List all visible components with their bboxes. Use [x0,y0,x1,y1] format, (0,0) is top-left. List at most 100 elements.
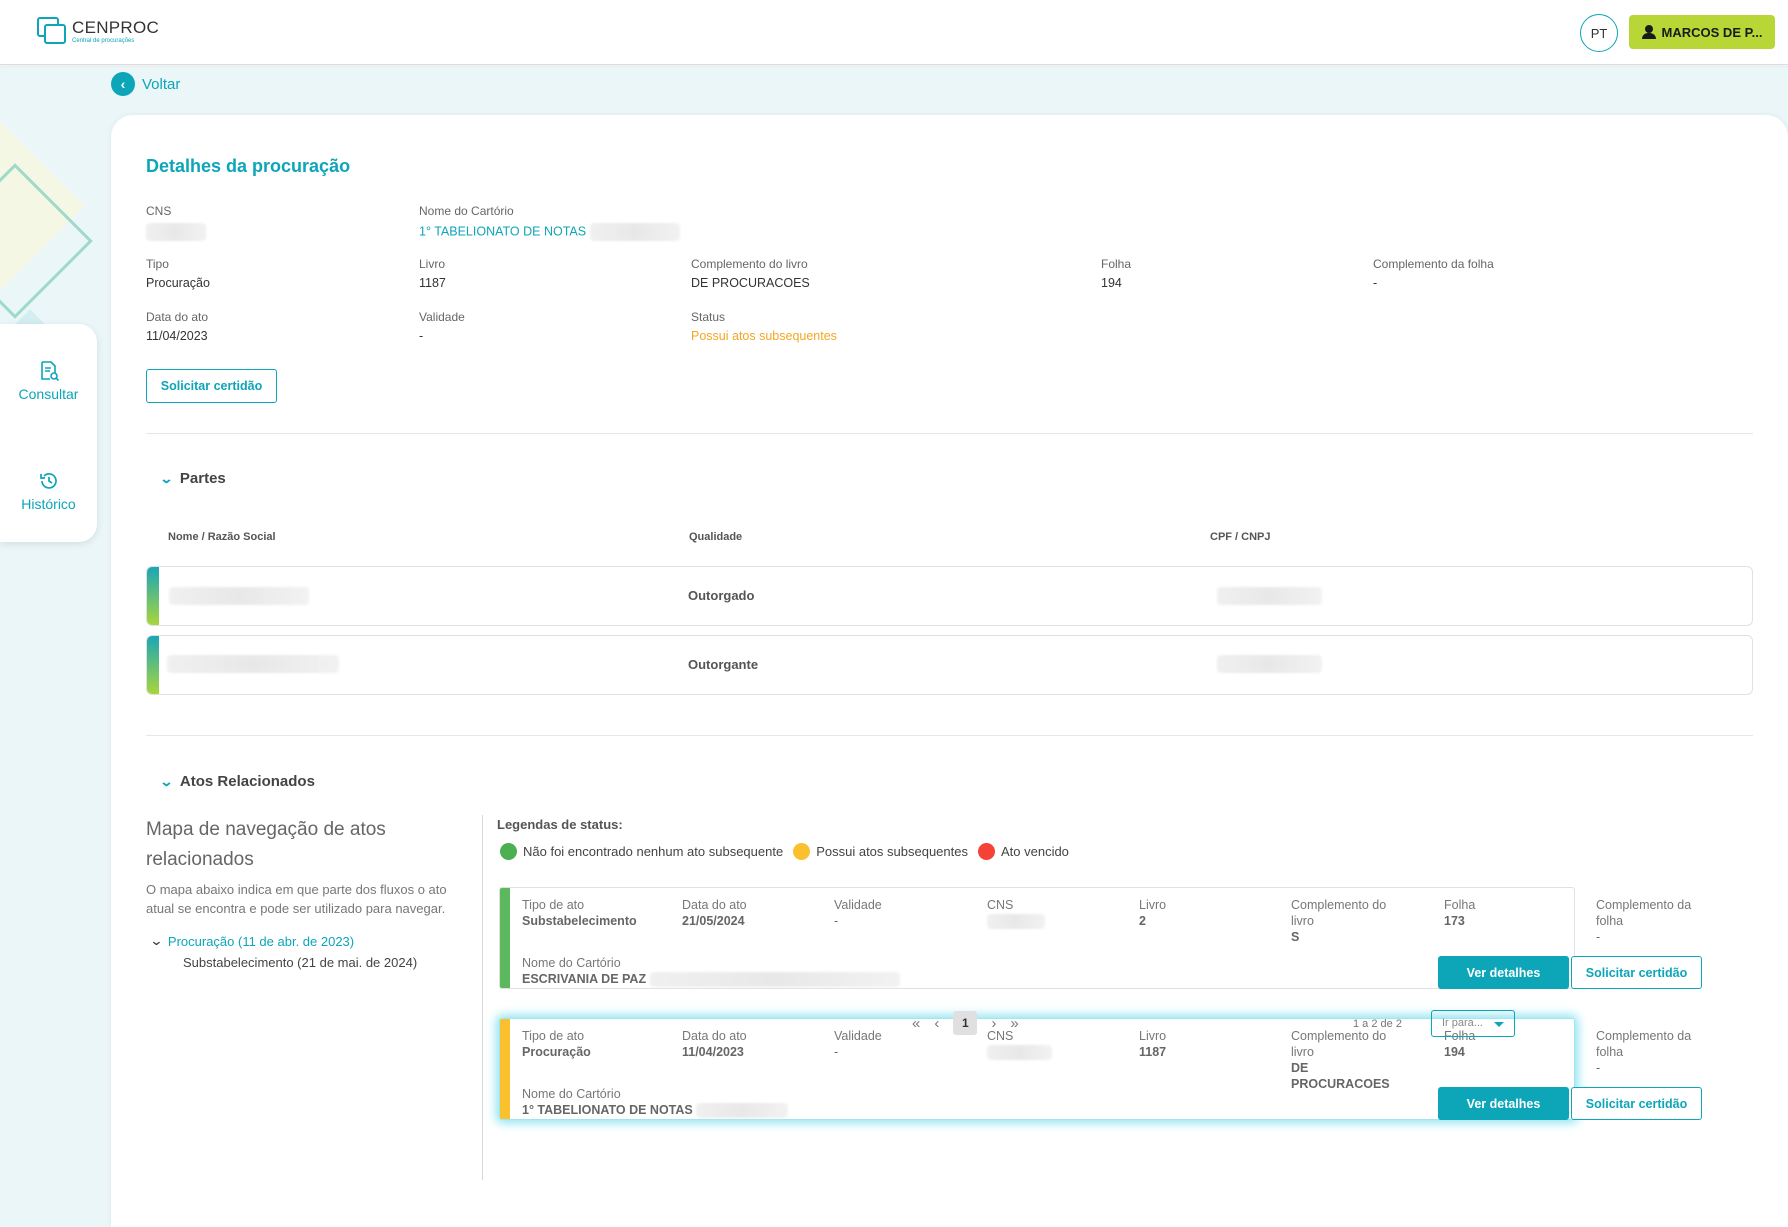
status-label: Status [691,310,726,324]
complemento-folha-label: Complemento da folha [1373,257,1494,271]
livro-value: 1187 [419,276,446,290]
tipo-label: Tipo [146,257,169,271]
ver-detalhes-button[interactable]: Ver detalhes [1438,956,1569,989]
caret-down-icon [1494,1022,1504,1027]
user-icon [1641,25,1656,39]
tree-node-procuracao[interactable]: ⌄ Procuração (11 de abr. de 2023) [149,933,355,949]
red-status-dot [977,843,995,860]
validade-value: - [419,329,424,343]
legend-item: Não foi encontrado nenhum ato subsequent… [500,843,783,860]
field-livro: Livro 1187 [419,257,446,290]
ver-detalhes-button[interactable]: Ver detalhes [1438,1087,1569,1120]
col-header-nome: Nome / Razão Social [168,531,276,543]
back-link[interactable]: ‹ Voltar [111,72,180,96]
ato-cartorio: Nome do Cartório ESCRIVANIA DE PAZ [522,955,900,988]
ato-card: Tipo de ato Substabelecimento Data do ato… [499,887,1702,989]
yellow-status-dot [793,843,811,860]
search-document-icon [38,360,60,382]
complemento-folha-value: - [1373,276,1378,290]
nav-label-consultar: Consultar [18,386,79,402]
ato-cns: CNS [987,897,1045,930]
solicitar-certidao-button[interactable]: Solicitar certidão [1571,956,1702,989]
redacted-value [167,655,339,673]
ato-data: Data do ato 11/04/2023 [682,1029,747,1059]
partes-section-toggle[interactable]: ⌄ Partes [159,470,225,487]
user-menu-button[interactable]: MARCOS DE P... [1629,15,1775,49]
nav-item-consultar[interactable]: Consultar [0,360,97,402]
ato-status-bar [500,1019,510,1119]
data-ato-label: Data do ato [146,310,209,324]
folha-value: 194 [1101,276,1122,290]
row-status-bar [147,636,159,694]
complemento-livro-label: Complemento do livro [691,257,808,271]
column-divider [482,815,483,1180]
legend-title: Legendas de status: [497,817,623,832]
page-title: Detalhes da procuração [146,156,351,176]
page-number-current[interactable]: 1 [953,1011,978,1035]
divider [146,735,1753,736]
last-page-icon[interactable]: » [1010,1014,1019,1032]
user-name: MARCOS DE P... [1661,24,1763,40]
table-row: Outorgante [146,635,1753,695]
ato-cartorio: Nome do Cartório 1° TABELIONATO DE NOTAS [522,1086,789,1119]
ato-complemento-folha: Complemento da folha - [1596,898,1692,944]
map-title: Mapa de navegação de atos relacionados [146,819,386,870]
back-label: Voltar [142,75,181,93]
validade-label: Validade [419,310,465,324]
status-legend: Não foi encontrado nenhum ato subsequent… [500,843,1079,860]
field-data-ato: Data do ato 11/04/2023 [146,310,208,343]
logo-subtitle: Central de procurações [72,37,135,44]
goto-page-select[interactable]: Ir para... [1431,1010,1515,1037]
row-status-bar [147,567,159,625]
col-header-qualidade: Qualidade [689,531,743,543]
map-description: O mapa abaixo indica em que parte dos fl… [146,882,447,916]
qualidade-value: Outorgado [688,588,755,603]
pagination: « ‹ 1 › » [912,1011,1019,1035]
redacted-value [1217,655,1322,673]
legend-item: Possui atos subsequentes [793,843,968,860]
ato-complemento-folha: Complemento da folha - [1596,1029,1692,1075]
ato-data: Data do ato 21/05/2024 [682,898,747,928]
ato-complemento-livro: Complemento do livro DE PROCURACOES [1291,1029,1390,1091]
divider [146,433,1753,434]
ato-validade: Validade - [834,1029,882,1059]
field-tipo: Tipo Procuração [146,257,210,290]
nav-label-historico: Histórico [21,496,76,512]
prev-page-icon[interactable]: ‹ [934,1014,940,1032]
top-bar: CENPROC Central de procurações PT MARCOS… [0,0,1788,65]
solicitar-certidao-button[interactable]: Solicitar certidão [146,369,277,403]
first-page-icon[interactable]: « [912,1014,921,1032]
field-cns: CNS [146,204,206,241]
nav-item-historico[interactable]: Histórico [0,470,97,512]
redacted-value [146,223,206,241]
col-header-cpf: CPF / CNPJ [1210,531,1271,543]
history-icon [38,470,60,492]
tree-node-substabelecimento[interactable]: Substabelecimento (21 de mai. de 2024) [183,955,418,970]
next-page-icon[interactable]: › [991,1014,997,1032]
cartorio-value[interactable]: 1° TABELIONATO DE NOTAS [419,224,587,239]
legend-label: Ato vencido [1000,844,1069,859]
atos-section-toggle[interactable]: ⌄ Atos Relacionados [159,773,315,790]
ato-validade: Validade - [834,898,882,928]
data-ato-value: 11/04/2023 [146,329,208,343]
redacted-value [169,587,309,605]
tree-node-label: Procuração (11 de abr. de 2023) [167,933,355,949]
status-value: Possui atos subsequentes [691,329,837,343]
ato-livro: Livro 1187 [1139,1029,1167,1059]
complemento-livro-value: DE PROCURACOES [691,276,810,290]
details-card: Detalhes da procuração CNS Nome do Cartó… [111,115,1788,1227]
field-cartorio: Nome do Cartório 1° TABELIONATO DE NOTAS [419,204,680,241]
cartorio-label: Nome do Cartório [419,204,514,218]
language-button[interactable]: PT [1580,14,1618,52]
redacted-value [1217,587,1322,605]
cns-label: CNS [146,204,172,218]
logo-title: CENPROC [72,17,160,37]
ato-folha: Folha 173 [1444,898,1476,928]
cenproc-logo[interactable]: CENPROC Central de procurações [37,17,159,45]
solicitar-certidao-button[interactable]: Solicitar certidão [1571,1087,1702,1120]
tipo-value: Procuração [146,276,210,290]
field-folha: Folha 194 [1101,257,1131,290]
folha-label: Folha [1101,257,1132,271]
ato-livro: Livro 2 [1139,898,1167,928]
chevron-down-icon: ⌄ [159,773,174,789]
